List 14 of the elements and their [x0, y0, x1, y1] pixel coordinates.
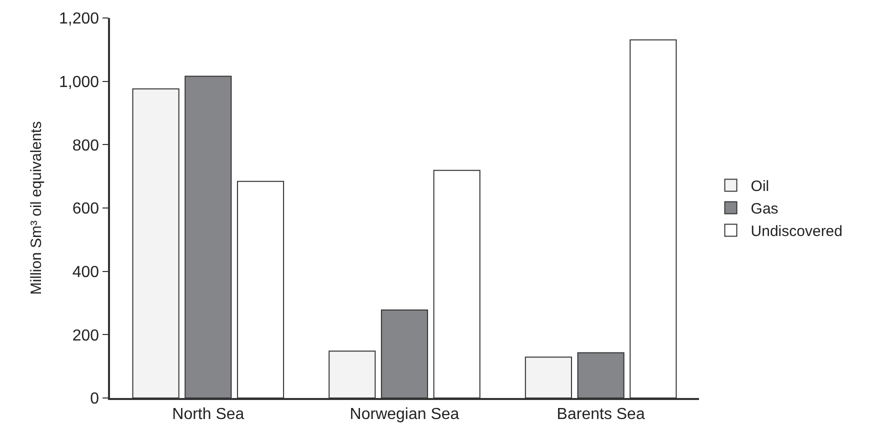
legend-label: Oil [750, 178, 770, 196]
x-tick-label: Norwegian Sea [350, 406, 460, 423]
y-tick-label: 1,200 [59, 10, 100, 28]
x-tick-label: North Sea [172, 406, 244, 423]
y-tick-label: 200 [72, 327, 100, 344]
y-tick-label: 800 [72, 137, 100, 154]
y-tick-label: 1,000 [59, 74, 100, 91]
y-axis-title: Million Sm³ oil equivalents [28, 121, 45, 295]
y-tick-label: 0 [90, 390, 100, 408]
legend-label: Gas [750, 200, 778, 218]
y-tick-label: 400 [72, 264, 100, 281]
x-tick-label: Barents Sea [556, 406, 645, 423]
legend-label: Undiscovered [750, 223, 842, 240]
y-tick-label: 600 [72, 200, 100, 218]
